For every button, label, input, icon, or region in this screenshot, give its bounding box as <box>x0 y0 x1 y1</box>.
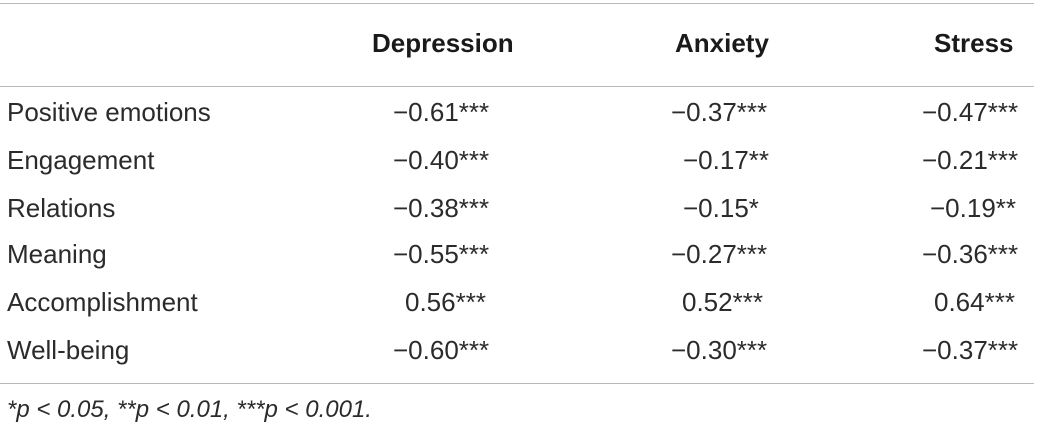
header-anxiety: Anxiety <box>675 28 769 58</box>
table-row: Meaning −0.55*** −0.27*** −0.36*** <box>0 231 1040 277</box>
cell-depression: −0.60*** <box>393 335 490 365</box>
cell-anxiety: −0.17** <box>683 145 770 175</box>
cell-stress: −0.36*** <box>922 239 1019 269</box>
table-row: Relations −0.38*** −0.15* −0.19** <box>0 185 1040 231</box>
table-footnote: *p < 0.05, **p < 0.01, ***p < 0.001. <box>7 396 372 423</box>
row-label: Accomplishment <box>7 287 198 317</box>
table-row: Well-being −0.60*** −0.30*** −0.37*** <box>0 327 1040 373</box>
table-bottom-rule <box>0 383 1034 384</box>
cell-stress: −0.47*** <box>922 97 1019 127</box>
cell-stress: −0.21*** <box>922 145 1019 175</box>
cell-stress: −0.37*** <box>922 335 1019 365</box>
table-row: Engagement −0.40*** −0.17** −0.21*** <box>0 137 1040 183</box>
cell-depression: −0.40*** <box>393 145 490 175</box>
cell-anxiety: −0.37*** <box>671 97 768 127</box>
cell-anxiety: −0.15* <box>683 193 759 223</box>
cell-anxiety: 0.52*** <box>682 287 763 317</box>
cell-depression: −0.38*** <box>393 193 490 223</box>
row-label: Relations <box>7 193 116 223</box>
cell-anxiety: −0.30*** <box>671 335 768 365</box>
header-stress: Stress <box>934 28 1014 58</box>
cell-anxiety: −0.27*** <box>671 239 768 269</box>
cell-depression: −0.61*** <box>393 97 490 127</box>
table-row: Accomplishment 0.56*** 0.52*** 0.64*** <box>0 279 1040 325</box>
table-row: Positive emotions −0.61*** −0.37*** −0.4… <box>0 89 1040 135</box>
cell-stress: −0.19** <box>930 193 1017 223</box>
row-label: Meaning <box>7 239 107 269</box>
cell-depression: −0.55*** <box>393 239 490 269</box>
header-rule <box>0 86 1034 87</box>
cell-depression: 0.56*** <box>405 287 486 317</box>
row-label: Positive emotions <box>7 97 211 127</box>
header-depression: Depression <box>372 28 514 58</box>
cell-stress: 0.64*** <box>934 287 1015 317</box>
row-label: Engagement <box>7 145 155 175</box>
row-label: Well-being <box>7 335 130 365</box>
table-top-rule <box>0 3 1034 4</box>
